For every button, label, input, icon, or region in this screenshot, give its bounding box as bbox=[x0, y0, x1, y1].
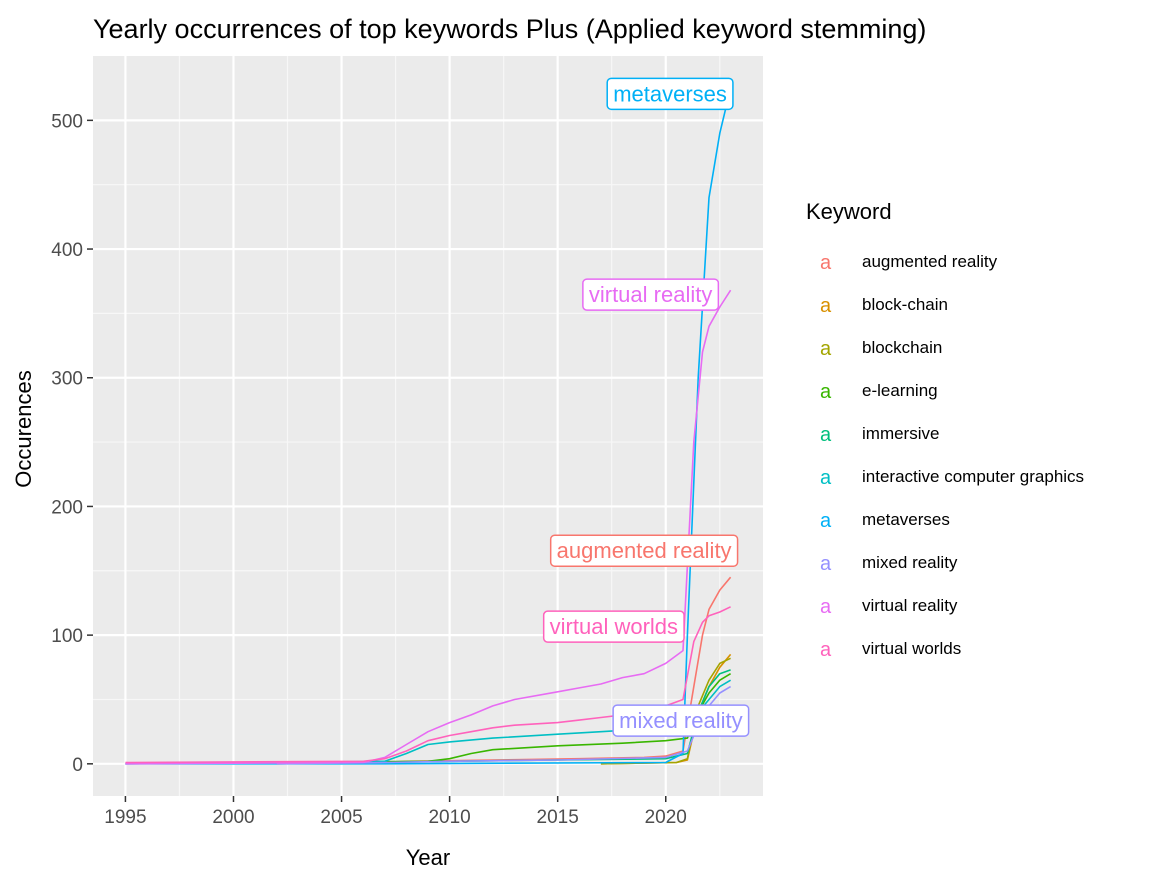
annotation-layer: metaverses virtual reality augmented reali… bbox=[542, 77, 750, 737]
series-layer bbox=[125, 88, 732, 765]
legend-key: a bbox=[820, 596, 832, 618]
annotation-text: virtual reality bbox=[589, 282, 712, 307]
plot-panel bbox=[93, 56, 763, 796]
annotation-label: virtual reality bbox=[582, 278, 720, 311]
chart-title: Yearly occurrences of top keywords Plus … bbox=[93, 14, 926, 44]
annotation-text: virtual worlds bbox=[550, 614, 678, 639]
annotation-label: mixed reality bbox=[612, 704, 750, 737]
series-line-virtual-reality bbox=[125, 289, 732, 765]
x-tick-label: 2020 bbox=[645, 807, 687, 828]
annotation-box bbox=[542, 610, 685, 643]
legend-key: a bbox=[820, 381, 832, 403]
legend-key: a bbox=[820, 338, 832, 360]
legend-label: mixed reality bbox=[862, 553, 958, 572]
y-tick-label: 200 bbox=[51, 497, 83, 518]
legend-key: a bbox=[820, 639, 832, 661]
annotation-box bbox=[612, 704, 750, 737]
x-axis-title: Year bbox=[406, 845, 450, 870]
y-tick-label: 500 bbox=[51, 111, 83, 132]
series-line-mixed-reality bbox=[276, 685, 732, 765]
x-tick-label: 2010 bbox=[428, 807, 470, 828]
annotation-text: augmented reality bbox=[557, 538, 732, 563]
y-tick-label: 300 bbox=[51, 369, 83, 390]
legend-key: a bbox=[820, 510, 832, 532]
x-axis: 1995 2000 2005 2010 2015 2020 bbox=[104, 796, 687, 828]
annotation-text: metaverses bbox=[613, 81, 727, 106]
legend-key: a bbox=[820, 467, 832, 489]
legend-label: virtual reality bbox=[862, 596, 958, 615]
annotation-box bbox=[549, 534, 739, 567]
y-tick-label: 100 bbox=[51, 626, 83, 647]
annotation-box bbox=[582, 278, 720, 311]
y-axis: 0 100 200 300 400 500 bbox=[51, 111, 93, 776]
series-line-virtual-worlds bbox=[125, 606, 731, 764]
annotation-label: virtual worlds bbox=[542, 610, 685, 643]
legend-key: a bbox=[820, 295, 832, 317]
y-tick-label: 0 bbox=[72, 755, 83, 776]
legend-label: e-learning bbox=[862, 381, 938, 400]
series-line-metaverses bbox=[125, 88, 732, 765]
x-tick-label: 2000 bbox=[212, 807, 254, 828]
legend-key: a bbox=[820, 424, 832, 446]
annotation-box bbox=[606, 77, 734, 111]
grid-minor bbox=[93, 56, 763, 796]
series-line-e-learning bbox=[276, 673, 732, 764]
x-tick-label: 1995 bbox=[104, 807, 146, 828]
legend-title: Keyword bbox=[806, 199, 892, 224]
legend-label: blockchain bbox=[862, 338, 942, 357]
series-line-interactive-computer-graphics bbox=[125, 679, 732, 765]
annotation-label: metaverses bbox=[606, 77, 734, 111]
legend-label: virtual worlds bbox=[862, 639, 961, 658]
annotation-text: mixed reality bbox=[619, 708, 742, 733]
legend-label: augmented reality bbox=[862, 252, 998, 271]
legend-label: block-chain bbox=[862, 295, 948, 314]
legend: Keyword a augmented reality a block-chain a b… bbox=[806, 199, 1084, 661]
legend-key: a bbox=[820, 553, 832, 575]
legend-key: a bbox=[820, 252, 832, 274]
x-tick-label: 2015 bbox=[537, 807, 579, 828]
annotation-label: augmented reality bbox=[549, 534, 739, 567]
legend-label: metaverses bbox=[862, 510, 950, 529]
y-tick-label: 400 bbox=[51, 240, 83, 261]
legend-label: immersive bbox=[862, 424, 939, 443]
legend-label: interactive computer graphics bbox=[862, 467, 1084, 486]
y-axis-title: Occurences bbox=[11, 370, 36, 487]
x-tick-label: 2005 bbox=[320, 807, 362, 828]
